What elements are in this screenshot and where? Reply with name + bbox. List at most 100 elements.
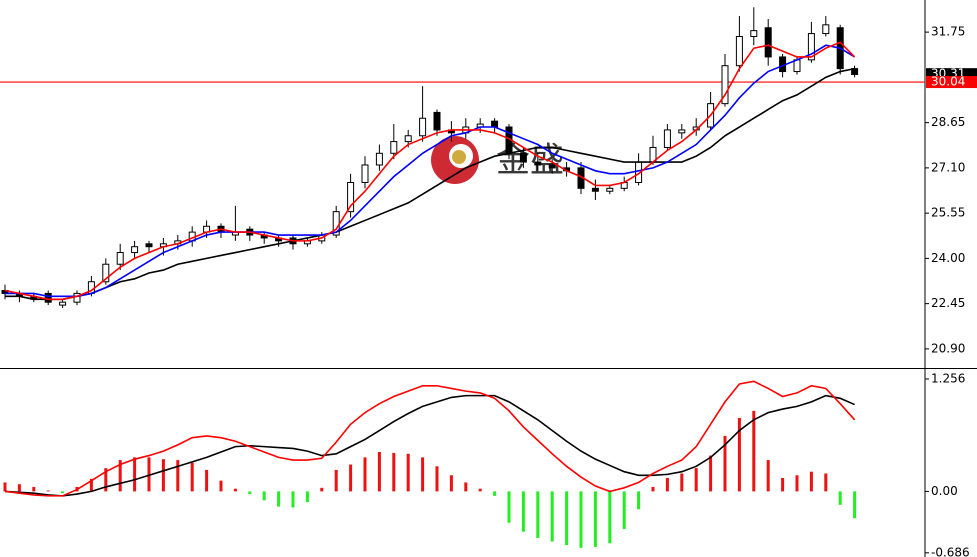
- histogram-bar: [291, 491, 295, 508]
- y-tick-label: 28.65: [931, 115, 965, 129]
- histogram-bar: [723, 435, 727, 492]
- candle-body: [606, 187, 614, 192]
- histogram-bar: [478, 488, 482, 492]
- candle-body: [807, 33, 815, 61]
- histogram-bar: [233, 488, 237, 492]
- last-price-tag: [926, 68, 977, 80]
- histogram-bar: [118, 460, 122, 492]
- histogram-bar: [277, 491, 281, 507]
- histogram-bar: [161, 459, 165, 492]
- candle-body: [102, 263, 110, 283]
- candle-body: [404, 135, 412, 143]
- candle-body: [491, 120, 499, 128]
- candle-body: [145, 243, 153, 248]
- histogram-bar: [205, 469, 209, 492]
- candle-body: [663, 129, 671, 148]
- histogram-bar: [680, 473, 684, 492]
- histogram-bar: [853, 491, 857, 519]
- histogram-bar: [766, 460, 770, 492]
- candle-body: [347, 181, 355, 213]
- histogram-bar: [550, 491, 554, 542]
- candle-body: [390, 141, 398, 154]
- logo-coin: [452, 150, 466, 164]
- histogram-bar: [521, 491, 525, 532]
- watermark-logo: 金盛: [431, 136, 564, 184]
- candle-body: [548, 164, 556, 169]
- candle-body: [73, 292, 81, 303]
- histogram-bar: [809, 471, 813, 492]
- histogram-bar: [89, 478, 93, 492]
- histogram-bar: [190, 462, 194, 492]
- histogram-bar: [334, 469, 338, 492]
- histogram-bar: [709, 455, 713, 492]
- candle-body: [793, 59, 801, 73]
- histogram-bar: [449, 475, 453, 492]
- candle-body: [735, 35, 743, 67]
- histogram-bar: [305, 491, 309, 503]
- candle-body: [131, 246, 139, 254]
- histogram-bar: [421, 457, 425, 492]
- candle-body: [591, 187, 599, 192]
- histogram-bar: [824, 473, 828, 492]
- histogram-bar: [781, 477, 785, 492]
- histogram-bar: [464, 482, 468, 492]
- histogram-bar: [665, 477, 669, 492]
- reference-tag: [926, 76, 977, 89]
- histogram-bar: [795, 475, 799, 492]
- candle-body: [764, 27, 772, 58]
- y-tick-label: 24.00: [931, 251, 965, 265]
- histogram-bar: [46, 490, 50, 492]
- histogram-bar: [147, 457, 151, 492]
- y-tick-label: -0.686: [931, 545, 970, 557]
- histogram-bar: [363, 457, 367, 492]
- histogram-bar: [392, 452, 396, 492]
- y-tick-label: 31.75: [931, 25, 965, 39]
- candle-body: [519, 152, 527, 163]
- histogram-bar: [176, 460, 180, 492]
- indicator-line: [4, 394, 855, 497]
- histogram-bar: [536, 491, 540, 538]
- candle-body: [419, 117, 427, 137]
- histogram-bar: [406, 453, 410, 492]
- histogram-bar: [622, 491, 626, 529]
- candle-body: [822, 24, 830, 35]
- candle-body: [721, 65, 729, 105]
- candle-body: [433, 111, 441, 131]
- histogram-bar: [579, 491, 583, 548]
- histogram-bar: [435, 466, 439, 492]
- candle-body: [116, 252, 124, 265]
- candle-body: [678, 129, 686, 134]
- histogram-bar: [262, 491, 266, 501]
- histogram-bar: [248, 491, 252, 495]
- histogram-bar: [737, 417, 741, 492]
- candle-body: [375, 152, 383, 166]
- y-tick-label: 22.45: [931, 296, 965, 310]
- histogram-bar: [838, 491, 842, 505]
- y-tick-label: 1.256: [931, 371, 965, 385]
- histogram-bar: [593, 491, 597, 547]
- histogram-bar: [507, 491, 511, 523]
- histogram-bar: [651, 486, 655, 492]
- y-tick-label: 0.00: [931, 484, 958, 498]
- histogram-bar: [104, 468, 108, 492]
- indicator-line: [4, 41, 856, 301]
- histogram-bar: [61, 491, 65, 494]
- histogram-bar: [32, 486, 36, 492]
- histogram-bar: [608, 491, 612, 544]
- histogram-bar: [219, 480, 223, 492]
- candle-body: [750, 30, 758, 37]
- histogram-bar: [17, 484, 21, 492]
- histogram-bar: [320, 487, 324, 492]
- histogram-bar: [133, 457, 137, 492]
- histogram-bar: [377, 452, 381, 492]
- histogram-bar: [493, 491, 497, 496]
- histogram-bar: [3, 482, 7, 492]
- y-tick-label: 25.55: [931, 206, 965, 220]
- candle-body: [59, 301, 67, 306]
- histogram-bar: [694, 468, 698, 492]
- histogram-bar: [752, 410, 756, 492]
- histogram-bar: [565, 491, 569, 546]
- indicator-line: [5, 67, 855, 301]
